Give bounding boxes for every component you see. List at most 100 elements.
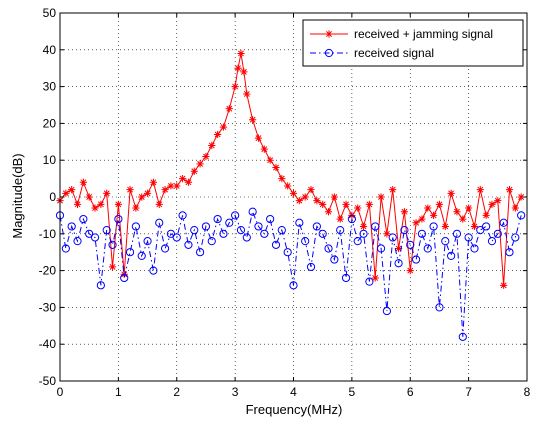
data-point-series-2 bbox=[73, 237, 82, 246]
data-point-series-1 bbox=[447, 189, 455, 197]
data-point-series-2 bbox=[120, 273, 129, 283]
data-point-series-2 bbox=[371, 222, 380, 231]
data-point-series-1 bbox=[132, 204, 140, 212]
data-point-series-2 bbox=[67, 222, 76, 231]
x-tick-label: 5 bbox=[349, 385, 356, 399]
data-point-series-1 bbox=[240, 68, 248, 76]
data-point-series-1 bbox=[511, 204, 519, 212]
y-tick-label: 20 bbox=[43, 116, 57, 130]
data-point-series-1 bbox=[406, 267, 414, 275]
data-point-series-1 bbox=[313, 197, 321, 205]
data-point-series-1 bbox=[85, 193, 93, 201]
y-tick-label: 10 bbox=[43, 153, 57, 167]
data-point-series-2 bbox=[125, 248, 135, 257]
data-point-series-2 bbox=[441, 237, 450, 246]
data-point-series-2 bbox=[423, 244, 432, 253]
data-point-series-1 bbox=[143, 189, 152, 197]
x-tick-label: 7 bbox=[465, 385, 472, 399]
data-point-series-1 bbox=[383, 230, 391, 238]
data-point-series-2 bbox=[388, 233, 397, 242]
data-point-series-2 bbox=[266, 214, 275, 224]
data-point-series-1 bbox=[284, 182, 292, 190]
data-point-series-1 bbox=[219, 123, 228, 131]
data-point-series-2 bbox=[429, 222, 438, 231]
data-point-series-1 bbox=[126, 186, 134, 194]
data-point-series-2 bbox=[347, 214, 356, 224]
series-line-2 bbox=[59, 210, 522, 337]
data-point-series-2 bbox=[143, 237, 152, 246]
data-point-series-2 bbox=[447, 251, 456, 260]
data-point-series-2 bbox=[172, 233, 181, 242]
data-point-series-2 bbox=[505, 248, 514, 257]
legend-box bbox=[302, 19, 524, 67]
x-axis-label: Frequency(MHz) bbox=[246, 402, 343, 417]
data-point-series-2 bbox=[482, 222, 491, 231]
data-point-series-1 bbox=[202, 152, 210, 161]
data-point-series-1 bbox=[266, 156, 274, 164]
data-point-series-2 bbox=[499, 218, 508, 227]
data-point-series-2 bbox=[476, 226, 485, 235]
data-point-series-1 bbox=[91, 204, 99, 212]
data-point-series-1 bbox=[184, 178, 193, 186]
data-point-series-1 bbox=[155, 200, 163, 208]
data-point-series-2 bbox=[166, 229, 176, 238]
data-point-series-1 bbox=[307, 186, 315, 194]
data-point-series-1 bbox=[465, 204, 473, 212]
data-point-series-1 bbox=[178, 175, 187, 183]
data-point-series-1 bbox=[161, 186, 169, 194]
data-point-series-1 bbox=[453, 208, 461, 216]
data-point-series-2 bbox=[114, 214, 123, 224]
data-point-series-2 bbox=[184, 240, 193, 249]
data-point-series-2 bbox=[231, 211, 240, 220]
data-point-series-1 bbox=[517, 193, 525, 201]
data-point-series-1 bbox=[73, 200, 82, 208]
data-point-series-2 bbox=[196, 248, 205, 257]
data-point-series-2 bbox=[400, 226, 409, 235]
data-point-series-2 bbox=[178, 211, 187, 220]
data-point-series-1 bbox=[377, 193, 385, 201]
data-point-series-1 bbox=[494, 197, 502, 205]
data-point-series-2 bbox=[289, 281, 298, 290]
data-point-series-1 bbox=[190, 167, 198, 175]
data-point-series-2 bbox=[242, 233, 251, 242]
data-point-series-1 bbox=[354, 204, 362, 212]
data-point-series-2 bbox=[102, 226, 111, 235]
y-axis-label: Magnitude(dB) bbox=[10, 153, 25, 238]
data-point-series-2 bbox=[458, 332, 467, 341]
data-point-series-1 bbox=[482, 211, 490, 219]
data-point-series-2 bbox=[137, 251, 146, 260]
data-point-series-2 bbox=[85, 229, 94, 238]
data-point-series-1 bbox=[62, 189, 70, 197]
series-line-1 bbox=[59, 53, 522, 286]
data-point-series-2 bbox=[79, 214, 88, 224]
data-point-series-1 bbox=[208, 141, 216, 150]
data-point-series-2 bbox=[511, 233, 520, 242]
data-point-series-2 bbox=[207, 237, 216, 246]
data-point-series-1 bbox=[400, 208, 409, 216]
data-point-series-1 bbox=[459, 215, 467, 223]
y-tick-label: -40 bbox=[39, 337, 57, 351]
data-point-series-1 bbox=[301, 193, 309, 201]
data-point-series-1 bbox=[476, 186, 484, 194]
data-point-series-1 bbox=[243, 90, 251, 98]
data-point-series-1 bbox=[138, 193, 146, 201]
data-point-series-1 bbox=[278, 175, 286, 183]
data-point-series-2 bbox=[324, 244, 333, 253]
data-point-series-1 bbox=[488, 200, 496, 208]
x-tick-label: 2 bbox=[173, 385, 180, 399]
data-point-series-1 bbox=[103, 189, 111, 197]
data-point-series-2 bbox=[90, 233, 100, 242]
data-point-series-1 bbox=[441, 222, 449, 231]
data-point-series-1 bbox=[435, 200, 444, 208]
legend: received + jamming signal received signa… bbox=[302, 19, 524, 67]
data-point-series-1 bbox=[173, 182, 181, 190]
data-point-series-1 bbox=[225, 105, 233, 113]
data-point-series-2 bbox=[464, 233, 473, 242]
x-tick-label: 6 bbox=[407, 385, 414, 399]
data-point-series-2 bbox=[213, 214, 222, 224]
data-point-series-2 bbox=[295, 218, 304, 227]
data-point-series-2 bbox=[201, 222, 211, 231]
data-point-series-1 bbox=[249, 116, 257, 124]
legend-label-series-2: received signal bbox=[354, 46, 434, 60]
y-tick-label: -20 bbox=[39, 264, 57, 278]
